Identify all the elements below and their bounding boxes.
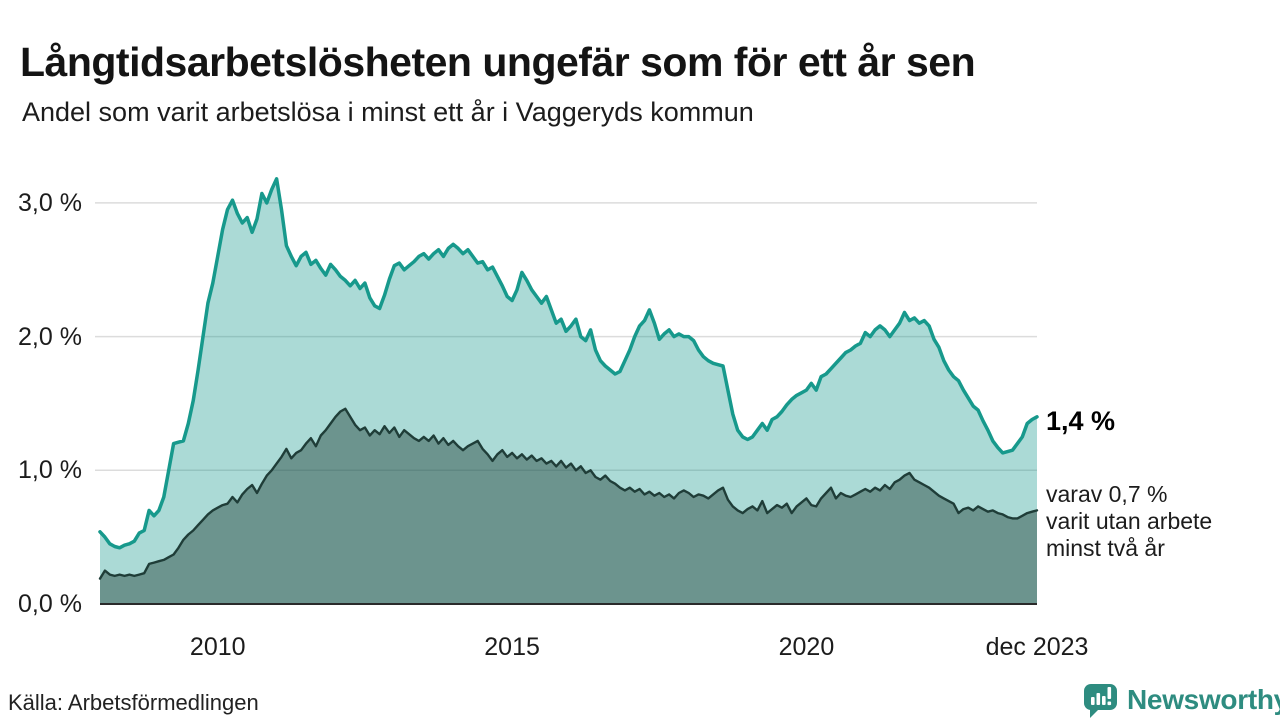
x-axis-tick-2015: 2015 <box>484 633 540 661</box>
x-axis-tick-2010: 2010 <box>189 633 246 661</box>
latest-value-label: 1,4 % <box>1046 406 1116 436</box>
newsworthy-icon <box>1084 684 1117 718</box>
x-axis-tick-2020: 2020 <box>778 633 835 661</box>
y-axis-tick-3: 3,0 % <box>18 188 82 217</box>
newsworthy-wordmark: Newsworthy <box>1127 684 1280 715</box>
source-note: Källa: Arbetsförmedlingen <box>8 690 259 715</box>
y-axis-tick-1: 1,0 % <box>18 456 82 485</box>
y-axis-tick-2: 2,0 % <box>18 322 82 351</box>
page-title: Långtidsarbetslösheten ungefär som för e… <box>20 39 976 86</box>
two-year-note: varav 0,7 % varit utan arbete minst två … <box>1046 481 1213 561</box>
y-axis-tick-0: 0,0 % <box>18 590 82 618</box>
x-axis-tick-dec-2023: dec 2023 <box>985 633 1089 661</box>
chart-subtitle: Andel som varit arbetslösa i minst ett å… <box>22 97 754 127</box>
newsworthy-logo: Newsworthy <box>1082 681 1280 719</box>
